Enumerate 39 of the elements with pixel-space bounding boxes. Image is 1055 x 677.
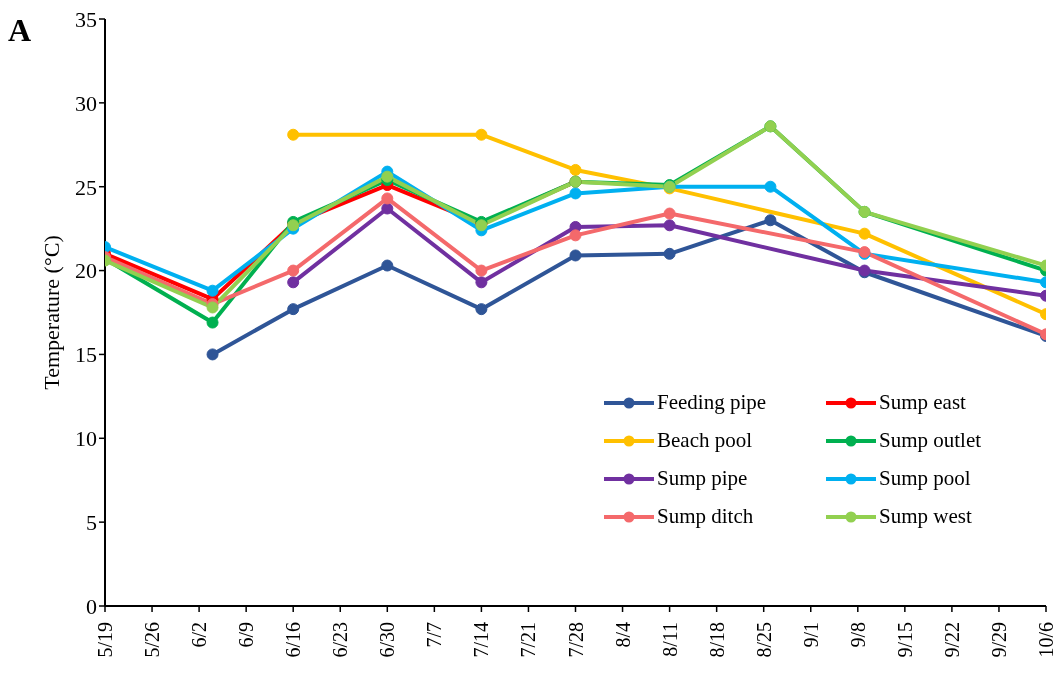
x-tick-label: 9/1 <box>799 622 822 648</box>
legend-label: Sump west <box>879 504 972 529</box>
y-axis-title: Temperature (°C) <box>38 235 64 390</box>
x-tick-label: 9/8 <box>846 622 869 648</box>
x-tick-label: 6/9 <box>235 622 258 648</box>
x-tick-label: 7/21 <box>517 622 540 658</box>
legend-label: Sump ditch <box>657 504 754 529</box>
y-tick-label: 30 <box>75 90 97 116</box>
y-tick-label: 10 <box>75 426 97 452</box>
y-tick-label: 5 <box>86 509 97 535</box>
text: A <box>8 12 32 49</box>
x-tick-label: 5/19 <box>94 622 116 658</box>
x-tick-label: 10/6 <box>1035 622 1055 658</box>
legend-label: Beach pool <box>657 428 753 453</box>
x-tick-label: 6/2 <box>188 622 211 648</box>
y-tick-label: 35 <box>75 6 97 32</box>
x-tick-label: 9/15 <box>893 622 916 658</box>
x-tick-label: 8/25 <box>752 622 775 658</box>
x-tick-label: 6/16 <box>282 622 305 658</box>
x-tick-label: 7/7 <box>423 622 446 648</box>
x-tick-label: 7/14 <box>470 622 493 658</box>
legend-label: Sump east <box>879 390 966 415</box>
y-tick-label: 25 <box>75 174 97 200</box>
y-tick-label: 15 <box>75 342 97 368</box>
x-tick-label: 9/22 <box>940 622 963 658</box>
y-tick-label: 0 <box>86 593 97 619</box>
legend-label: Sump pool <box>879 466 971 491</box>
x-tick-label: 7/28 <box>564 622 587 658</box>
x-tick-label: 6/30 <box>376 622 399 658</box>
legend-label: Feeding pipe <box>657 390 767 415</box>
legend-label: Sump pipe <box>657 466 748 491</box>
legend-label: Sump outlet <box>879 428 982 453</box>
x-tick-label: 8/4 <box>611 622 634 648</box>
x-tick-label: 6/23 <box>329 622 352 658</box>
x-tick-label: 8/11 <box>658 622 681 657</box>
x-tick-label: 5/26 <box>141 622 164 658</box>
y-tick-label: 20 <box>75 258 97 284</box>
x-tick-label: 9/29 <box>987 622 1010 658</box>
x-tick-label: 8/18 <box>705 622 728 658</box>
